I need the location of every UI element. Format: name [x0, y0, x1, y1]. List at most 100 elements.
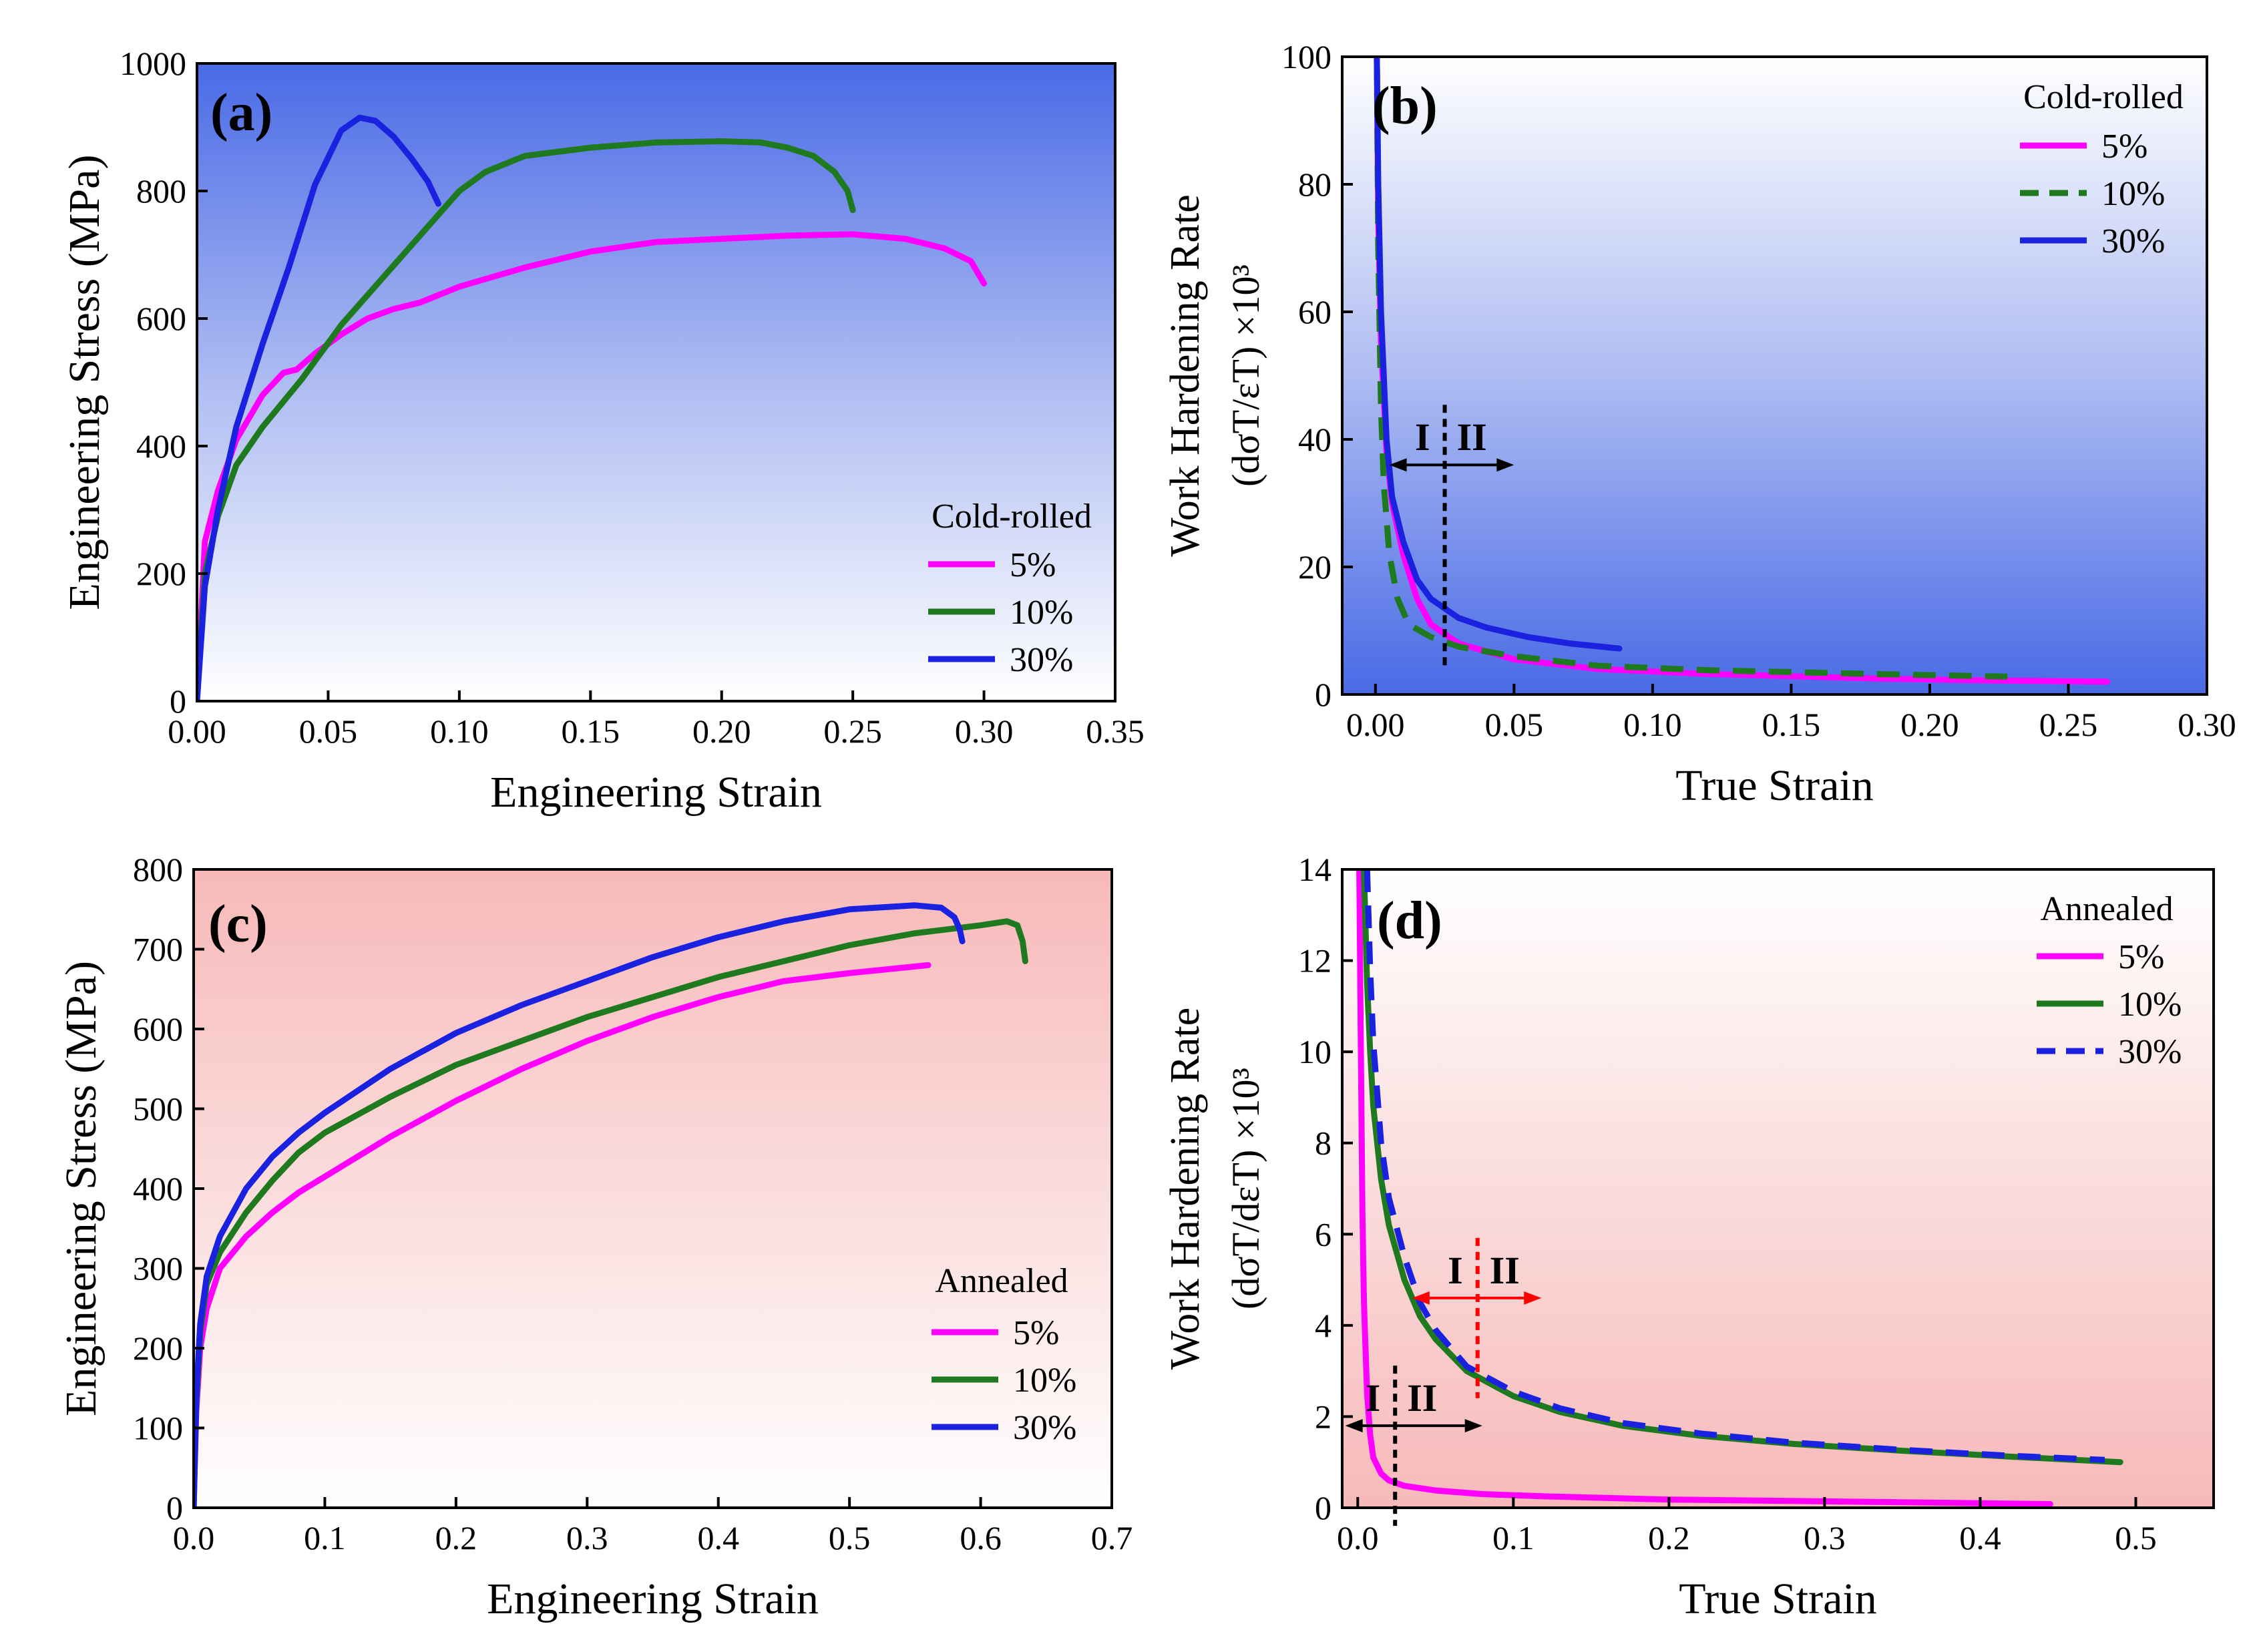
- series-group: [194, 902, 1028, 1508]
- panel-a-stress-strain-cold-rolled: 0.00 0.05 0.10 0.15 0.20 0.25 0.30 0.35 0 200 400 6…: [60, 45, 1145, 817]
- x-tick-label: 0.10: [430, 712, 489, 750]
- y-tick-label: 500: [133, 1090, 183, 1128]
- panel-d-work-hardening-annealed: I III II0.0 0.1 0.2 0.3 0.4 0.502468101214True …: [1163, 851, 2215, 1623]
- legend-title: Cold-rolled: [932, 497, 1092, 536]
- series-line-30pct: [197, 114, 441, 701]
- legend-entry-10pct: 10%: [1010, 594, 1073, 632]
- x-tick-label: 0.1: [304, 1519, 346, 1557]
- y-tick-label: 1000: [120, 45, 186, 82]
- x-tick-label: 0.0: [173, 1519, 215, 1557]
- legend-entry-10pct: 10%: [2101, 175, 2165, 213]
- y-tick-label: 100: [1281, 38, 1332, 75]
- panel-label: (d): [1377, 891, 1442, 950]
- y-tick-label: 4: [1315, 1307, 1332, 1344]
- stage-label-left: I: [1415, 415, 1430, 459]
- y-tick-label: 200: [136, 555, 186, 592]
- x-tick-label: 0.35: [1086, 712, 1145, 750]
- stage-arrowhead-left: [1345, 1419, 1363, 1433]
- y-tick-label: 12: [1298, 942, 1332, 980]
- series-line-30pct: [1374, 57, 1623, 652]
- panel-label: (b): [1372, 77, 1438, 136]
- series-line-10pct: [197, 138, 856, 701]
- y-axis-label: Engineering Stress (MPa): [57, 961, 106, 1416]
- x-tick-label: 0.00: [168, 712, 226, 750]
- x-tick-label: 0.00: [1346, 706, 1405, 743]
- legend-title: Annealed: [2040, 890, 2173, 928]
- stage-label-left: I: [1366, 1376, 1381, 1420]
- x-tick-label: 0.4: [697, 1519, 739, 1557]
- plot-background: [1342, 57, 2207, 694]
- legend: Annealed 5% 10% 30%: [2037, 890, 2182, 1071]
- y-tick-label: 400: [136, 427, 186, 465]
- y-tick-label: 600: [136, 300, 186, 337]
- series-group: [1356, 869, 2123, 1507]
- series-line-5pct: [197, 231, 988, 701]
- x-axis-label: True Strain: [1675, 761, 1873, 810]
- legend-entry-5pct: 5%: [2118, 938, 2164, 976]
- stage-arrowhead-right: [1464, 1419, 1482, 1433]
- x-axis-label: True Strain: [1679, 1575, 1876, 1623]
- y-tick-label: 700: [133, 931, 183, 968]
- legend-title: Cold-rolled: [2023, 78, 2184, 116]
- x-tick-label: 0.20: [1900, 706, 1959, 743]
- stage-arrowhead-left: [1412, 1291, 1430, 1305]
- x-tick-label: 0.3: [566, 1519, 608, 1557]
- x-axis-label: Engineering Strain: [487, 1575, 819, 1623]
- x-tick-label: 0.0: [1337, 1519, 1379, 1557]
- y-tick-label: 20: [1298, 548, 1332, 586]
- y-tick-label: 100: [133, 1410, 183, 1447]
- legend-entry-5pct: 5%: [1013, 1314, 1059, 1352]
- x-tick-label: 0.30: [2178, 706, 2236, 743]
- x-tick-label: 0.6: [960, 1519, 1002, 1557]
- y-tick-label: 200: [133, 1329, 183, 1367]
- stage-arrowhead-left: [1389, 458, 1407, 472]
- x-tick-label: 0.05: [299, 712, 358, 750]
- y-tick-label: 0: [1315, 676, 1332, 713]
- x-tick-label: 0.5: [829, 1519, 871, 1557]
- y-tick-label: 8: [1315, 1124, 1332, 1162]
- x-tick-label: 0.2: [435, 1519, 477, 1557]
- x-tick-label: 0.3: [1804, 1519, 1846, 1557]
- stage-label-left: I: [1448, 1249, 1463, 1292]
- x-tick-label: 0.15: [562, 712, 620, 750]
- y-axis-label-line1: Work Hardening Rate: [1163, 1008, 1208, 1370]
- y-axis-label-line1: Work Hardening Rate: [1163, 194, 1208, 557]
- legend-title: Annealed: [935, 1262, 1068, 1300]
- x-tick-label: 0.7: [1091, 1519, 1133, 1557]
- x-tick-label: 0.5: [2115, 1519, 2157, 1557]
- series-group: [197, 114, 988, 701]
- legend-entry-5pct: 5%: [2101, 128, 2147, 166]
- y-tick-label: 0: [1315, 1489, 1332, 1526]
- plot-frame: [1341, 55, 2208, 696]
- series-group: [1374, 57, 2111, 685]
- y-axis-label: Engineering Stress (MPa): [60, 155, 109, 610]
- stage-arrowhead-right: [1524, 1291, 1542, 1305]
- series-line-5pct: [1356, 869, 2053, 1507]
- legend-entry-30pct: 30%: [1013, 1409, 1076, 1447]
- y-axis-label-line2: (dσT/εT) ×10³: [1224, 264, 1267, 487]
- plot-background: [194, 869, 1112, 1508]
- y-tick-label: 10: [1298, 1033, 1332, 1070]
- stage-arrowhead-right: [1496, 458, 1514, 472]
- y-tick-label: 800: [133, 851, 183, 888]
- y-tick-label: 300: [133, 1250, 183, 1287]
- series-line-30pct: [1364, 869, 2105, 1463]
- y-tick-label: 800: [136, 172, 186, 210]
- x-tick-label: 0.05: [1485, 706, 1544, 743]
- legend: Cold-rolled 5% 10% 30%: [2020, 78, 2184, 260]
- stage-annotation-red: I II: [1412, 1237, 1542, 1398]
- stage-label-right: II: [1407, 1376, 1437, 1420]
- plot-frame: [196, 62, 1116, 702]
- x-axis-label: Engineering Strain: [490, 768, 822, 817]
- series-line-10pct: [194, 918, 1028, 1508]
- panel-c-stress-strain-annealed: 0.0 0.1 0.2 0.3 0.4 0.5 0.6 0.7 0 100 200 300 400 500…: [57, 851, 1133, 1623]
- x-tick-label: 0.30: [955, 712, 1014, 750]
- stage-annotation: I II: [1389, 405, 1514, 669]
- plot-background: [1342, 869, 2214, 1508]
- stage-label-right: II: [1490, 1249, 1520, 1292]
- y-tick-label: 600: [133, 1010, 183, 1048]
- panel-label: (c): [208, 895, 268, 954]
- y-tick-label: 0: [166, 1489, 183, 1526]
- panel-label: (a): [210, 83, 272, 142]
